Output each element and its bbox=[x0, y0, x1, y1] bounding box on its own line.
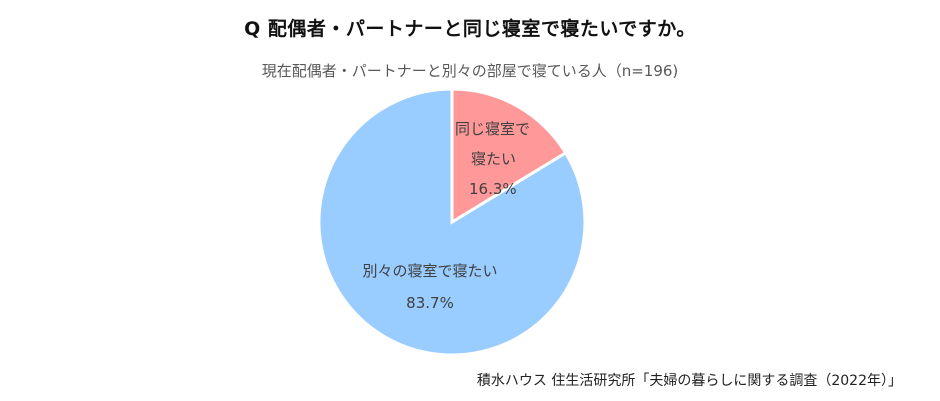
label-same-value: 16.3% bbox=[469, 180, 517, 198]
label-same-bedroom: 同じ寝室で 寝たい 16.3% bbox=[455, 114, 530, 204]
label-separate-bedroom: 別々の寝室で寝たい 83.7% bbox=[345, 255, 515, 319]
slice-same-bedroom bbox=[450, 87, 568, 225]
label-separate-value: 83.7% bbox=[406, 294, 454, 312]
chart-subtitle: 現在配偶者・パートナーと別々の部屋で寝ている人（n=196) bbox=[261, 62, 679, 80]
source-note: 積水ハウス 住生活研究所「夫婦の暮らしに関する調査（2022年）」 bbox=[476, 373, 902, 389]
label-separate-line1: 別々の寝室で寝たい bbox=[362, 262, 498, 280]
label-same-line2: 寝たい bbox=[471, 150, 517, 168]
label-same-line1: 同じ寝室で bbox=[455, 120, 531, 138]
chart-title: Q 配偶者・パートナーと同じ寝室で寝たいですか。 bbox=[244, 18, 696, 40]
